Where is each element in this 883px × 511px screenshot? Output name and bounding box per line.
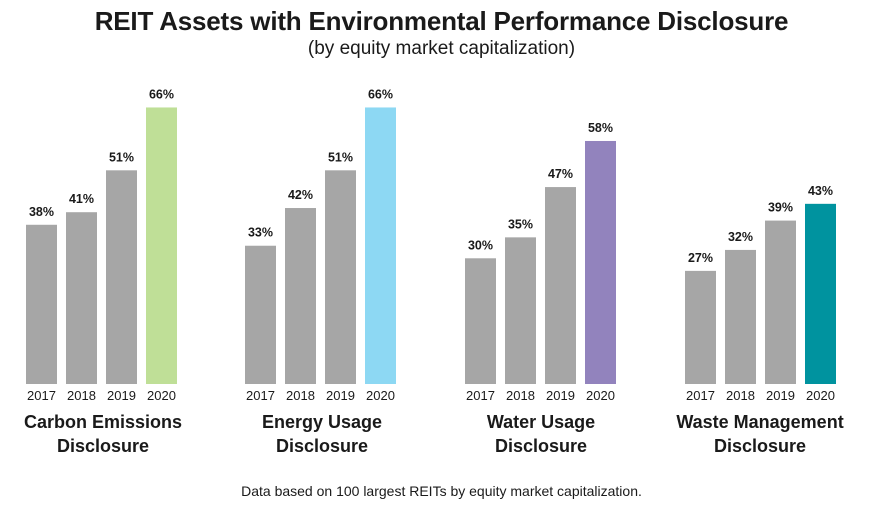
data-label: 32% <box>728 230 753 244</box>
x-tick-label: 2019 <box>326 388 355 403</box>
bar <box>505 237 536 384</box>
x-tick-label: 2017 <box>246 388 275 403</box>
bar-group: 38% 2017 41% 2018 51% 2019 66% 2020 <box>26 87 177 403</box>
data-label: 41% <box>69 192 94 206</box>
data-label: 27% <box>688 251 713 265</box>
group-title-line: Disclosure <box>713 436 807 456</box>
footnote: Data based on 100 largest REITs by equit… <box>241 483 642 499</box>
bar <box>245 245 276 384</box>
bar <box>765 220 796 384</box>
bar <box>465 258 496 384</box>
bar-group: 33% 2017 42% 2018 51% 2019 66% 2020 <box>245 87 396 403</box>
data-label: 47% <box>548 167 573 181</box>
x-tick-label: 2018 <box>506 388 535 403</box>
x-tick-label: 2019 <box>546 388 575 403</box>
x-tick-label: 2020 <box>586 388 615 403</box>
data-label: 39% <box>768 201 793 215</box>
bar-charts: 38% 2017 41% 2018 51% 2019 66% 2020 33% 2017 42% 20… <box>26 87 836 403</box>
group-title-waste: Waste Management Disclosure <box>660 410 860 458</box>
group-title-water: Water Usage Disclosure <box>441 410 641 458</box>
group-title-line: Waste Management <box>676 412 844 432</box>
group-title-line: Energy Usage <box>261 412 383 432</box>
data-label: 66% <box>149 87 174 101</box>
data-label: 66% <box>368 87 393 101</box>
x-tick-label: 2018 <box>286 388 315 403</box>
bar <box>365 107 396 385</box>
data-label: 51% <box>328 150 353 164</box>
group-title-line: Disclosure <box>56 436 150 456</box>
bar-group: 30% 2017 35% 2018 47% 2019 58% 2020 <box>465 121 616 403</box>
bar <box>285 208 316 384</box>
x-tick-label: 2018 <box>67 388 96 403</box>
data-label: 42% <box>288 188 313 202</box>
group-title-carbon: Carbon Emissions Disclosure <box>3 410 203 458</box>
x-tick-label: 2019 <box>766 388 795 403</box>
data-label: 51% <box>109 150 134 164</box>
group-title-line: Carbon Emissions <box>23 412 183 432</box>
data-label: 38% <box>29 205 54 219</box>
bar <box>725 249 756 384</box>
chart-subtitle: (by equity market capitalization) <box>307 38 576 59</box>
data-label: 30% <box>468 238 493 252</box>
x-tick-label: 2017 <box>466 388 495 403</box>
bar <box>545 187 576 384</box>
bar <box>805 203 836 384</box>
bar <box>106 170 137 384</box>
data-label: 58% <box>588 121 613 135</box>
x-tick-label: 2019 <box>107 388 136 403</box>
x-tick-label: 2017 <box>686 388 715 403</box>
bar <box>585 140 616 384</box>
bar-group: 27% 2017 32% 2018 39% 2019 43% 2020 <box>685 184 836 403</box>
bar <box>26 224 57 384</box>
x-tick-label: 2020 <box>806 388 835 403</box>
group-title-energy: Energy Usage Disclosure <box>222 410 422 458</box>
group-title-line: Disclosure <box>275 436 369 456</box>
x-tick-label: 2020 <box>366 388 395 403</box>
x-tick-label: 2018 <box>726 388 755 403</box>
group-title-line: Water Usage <box>486 412 596 432</box>
bar <box>146 107 177 385</box>
chart-title: REIT Assets with Environmental Performan… <box>94 6 789 36</box>
bar <box>66 212 97 384</box>
data-label: 43% <box>808 184 833 198</box>
x-tick-label: 2020 <box>147 388 176 403</box>
data-label: 35% <box>508 217 533 231</box>
bar <box>325 170 356 384</box>
group-title-line: Disclosure <box>494 436 588 456</box>
x-tick-label: 2017 <box>27 388 56 403</box>
data-label: 33% <box>248 226 273 240</box>
bar <box>685 270 716 384</box>
